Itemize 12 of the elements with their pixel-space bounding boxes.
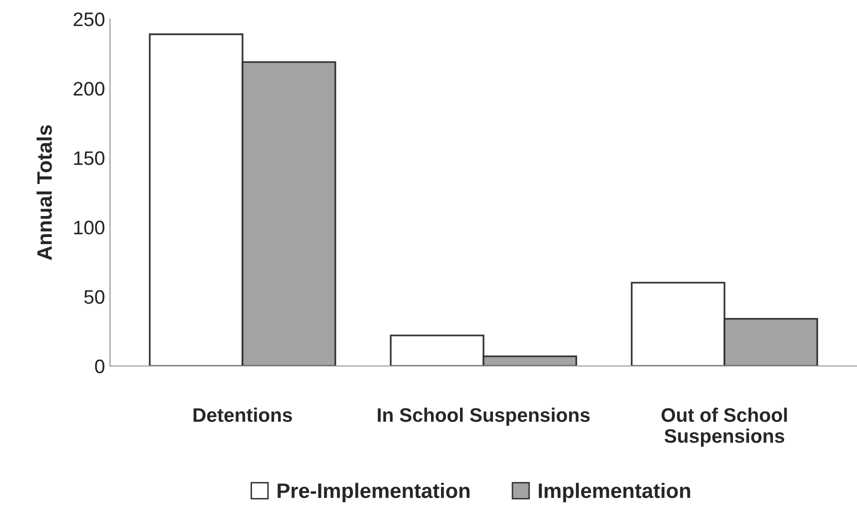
y-tick-label: 0 — [95, 359, 104, 374]
y-tick-label: 50 — [84, 290, 104, 304]
y-tick-label: 100 — [74, 220, 104, 234]
y-tick-label: 150 — [74, 151, 104, 166]
y-tick-label: 250 — [74, 12, 104, 26]
x-tick-label: Out of School Suspensions — [662, 408, 787, 447]
legend-label: Pre-Implementation — [278, 482, 470, 502]
y-tick-label: 200 — [74, 82, 104, 96]
x-tick-label: Detentions — [194, 408, 292, 422]
y-axis-title: Annual Totals — [36, 125, 52, 260]
legend-label: Implementation — [538, 482, 690, 502]
x-tick-label: In School Suspensions — [378, 408, 590, 426]
